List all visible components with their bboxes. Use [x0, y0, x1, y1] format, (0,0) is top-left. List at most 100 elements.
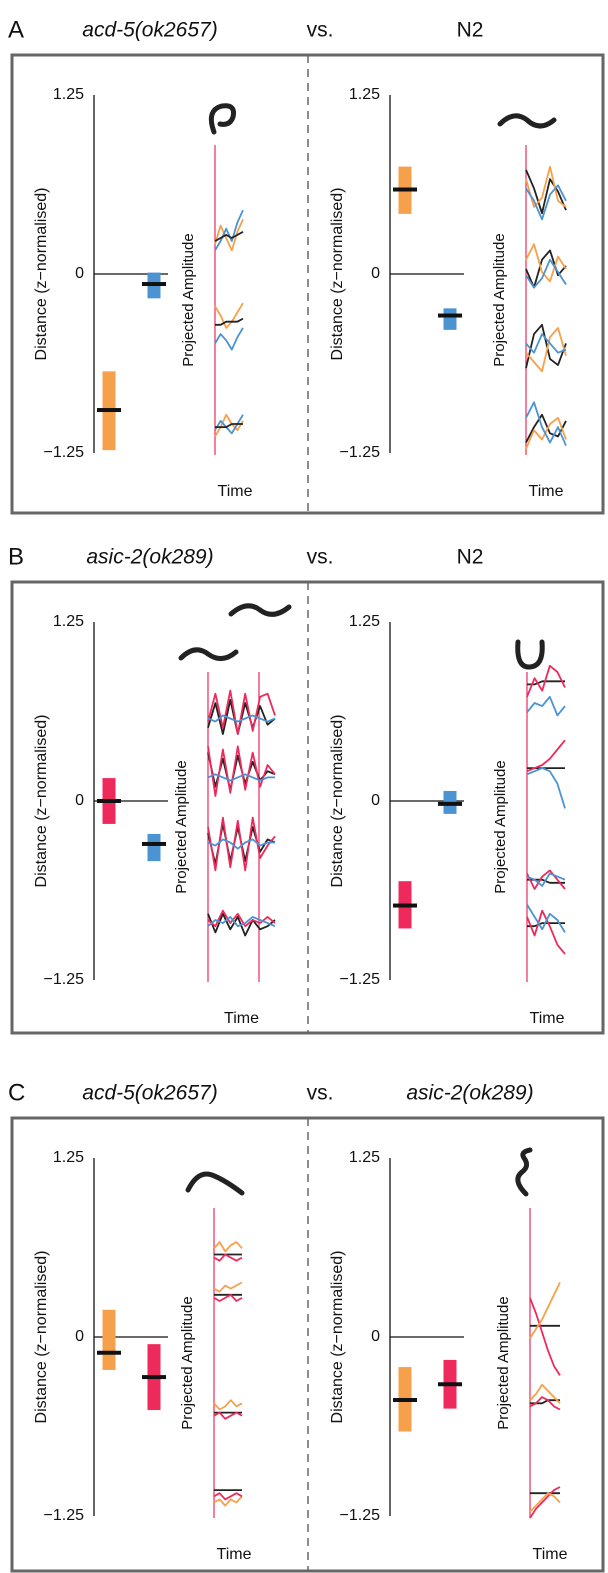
trace	[525, 323, 567, 369]
amplitude-label: Projected Amplitude	[495, 1296, 512, 1429]
y-axis-label: Distance (z−normalised)	[33, 1251, 50, 1424]
y-tick-label: 1.25	[53, 613, 84, 630]
trace	[214, 414, 244, 435]
trace	[213, 1241, 243, 1253]
trace	[207, 689, 276, 735]
median-line	[97, 799, 121, 803]
trace	[525, 327, 567, 373]
worm-icon	[515, 639, 545, 670]
trace	[526, 664, 566, 698]
trace	[526, 872, 566, 887]
trace	[529, 1492, 561, 1513]
y-tick-label: −1.25	[340, 444, 381, 461]
vs-label: vs.	[307, 19, 334, 42]
y-axis-label: Distance (z−normalised)	[329, 188, 346, 361]
trace	[207, 745, 276, 797]
time-label: Time	[533, 1546, 568, 1563]
median-line	[142, 282, 166, 287]
y-tick-label: −1.25	[340, 971, 381, 988]
trace	[525, 333, 567, 354]
amplitude-label: Projected Amplitude	[180, 233, 197, 366]
trace	[526, 904, 566, 933]
trace	[529, 1383, 561, 1404]
trace	[213, 1281, 243, 1293]
time-label: Time	[530, 1010, 565, 1027]
y-tick-label: 0	[75, 1328, 84, 1345]
y-axis-label: Distance (z−normalised)	[329, 1251, 346, 1424]
left-strain: acd-5(ok2657)	[82, 19, 217, 42]
trace	[214, 209, 244, 251]
trace	[530, 1399, 560, 1405]
trace	[214, 302, 244, 329]
y-tick-label: 0	[371, 265, 380, 282]
trace	[207, 838, 275, 850]
trace	[525, 258, 567, 289]
median-line	[97, 1350, 121, 1355]
time-label: Time	[529, 483, 564, 500]
worm-icon	[208, 103, 236, 135]
trace	[525, 184, 567, 221]
trace	[207, 912, 276, 937]
worm-icon	[178, 647, 239, 661]
trace	[214, 219, 244, 252]
trace	[526, 909, 566, 955]
right-strain: asic-2(ok289)	[406, 1082, 533, 1105]
median-line	[142, 841, 166, 846]
amplitude-label: Projected Amplitude	[492, 760, 509, 893]
median-line	[438, 1382, 462, 1387]
y-tick-label: 0	[371, 792, 380, 809]
median-line	[393, 903, 417, 908]
time-label: Time	[218, 483, 253, 500]
y-tick-label: 0	[75, 792, 84, 809]
trace	[213, 1411, 243, 1420]
median-line	[393, 1398, 417, 1403]
trace	[526, 695, 566, 717]
y-tick-label: 1.25	[53, 86, 84, 103]
trace	[527, 680, 565, 686]
worm-icon	[515, 1147, 533, 1197]
y-tick-label: 1.25	[349, 613, 380, 630]
y-axis-label: Distance (z−normalised)	[33, 188, 50, 361]
amplitude-label: Projected Amplitude	[173, 760, 190, 893]
y-tick-label: 1.25	[53, 1149, 84, 1166]
trace	[526, 869, 566, 890]
left-strain: asic-2(ok289)	[86, 546, 213, 569]
panel-letter: C	[8, 1079, 25, 1106]
left-strain: acd-5(ok2657)	[82, 1082, 217, 1105]
trace	[213, 1399, 243, 1411]
y-tick-label: 0	[75, 265, 84, 282]
trace	[215, 317, 244, 326]
trace	[525, 243, 567, 283]
trace	[207, 916, 276, 928]
worm-icon	[228, 603, 292, 617]
y-tick-label: −1.25	[44, 971, 85, 988]
trace	[207, 714, 276, 723]
panel-letter: A	[8, 16, 24, 43]
median-line	[97, 408, 121, 413]
vs-label: vs.	[307, 1082, 334, 1105]
trace	[213, 1293, 243, 1302]
y-tick-label: 1.25	[349, 86, 380, 103]
amplitude-label: Projected Amplitude	[179, 1296, 196, 1429]
trace	[213, 1253, 243, 1262]
time-label: Time	[217, 1546, 252, 1563]
panel-letter: B	[8, 543, 24, 570]
median-line	[438, 313, 462, 318]
y-tick-label: −1.25	[44, 1507, 85, 1524]
median-line	[393, 187, 417, 192]
range-bar	[147, 833, 161, 862]
y-axis-label: Distance (z−normalised)	[33, 715, 50, 888]
trace	[214, 327, 244, 351]
trace	[213, 1495, 243, 1507]
trace	[207, 773, 275, 782]
worm-icon	[497, 113, 557, 129]
trace	[207, 909, 276, 928]
amplitude-label: Projected Amplitude	[491, 233, 508, 366]
y-tick-label: 1.25	[349, 1149, 380, 1166]
worm-icon	[185, 1171, 245, 1196]
y-tick-label: −1.25	[340, 1507, 381, 1524]
trace	[529, 1396, 561, 1411]
trace	[526, 767, 566, 809]
